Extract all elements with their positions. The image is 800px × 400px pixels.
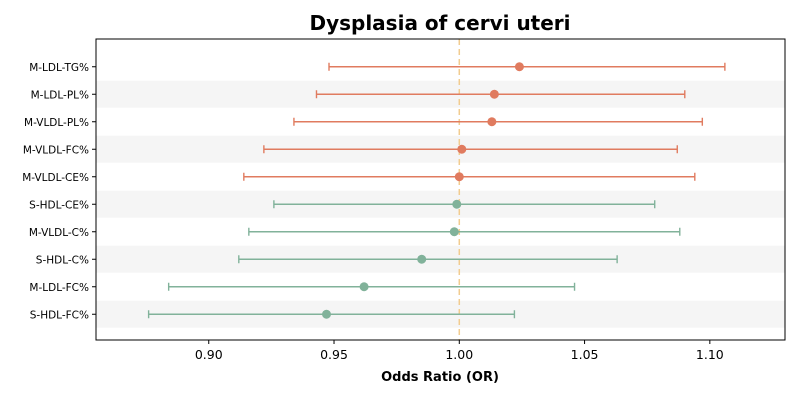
or-point: [514, 62, 524, 72]
y-tick-label: S-HDL-C%: [36, 254, 89, 266]
error-bars: [147, 62, 726, 319]
y-tick-label: M-VLDL-PL%: [24, 117, 89, 129]
y-tick-label: S-HDL-FC%: [30, 309, 89, 321]
x-axis-label: Odds Ratio (OR): [381, 370, 499, 385]
x-tick-label: 0.95: [320, 347, 348, 362]
x-axis: 0.90 0.95 1.00 1.05 1.10: [195, 340, 724, 362]
or-point: [449, 227, 459, 237]
y-axis: M-LDL-TG% M-LDL-PL% M-VLDL-PL% M-VLDL-FC% M-…: [22, 62, 96, 321]
y-tick-label: M-VLDL-CE%: [22, 172, 89, 184]
or-point: [452, 199, 462, 209]
or-point: [457, 144, 467, 154]
y-tick-label: M-LDL-FC%: [29, 282, 89, 294]
or-point: [487, 117, 497, 127]
or-point: [359, 282, 369, 292]
y-tick-label: M-VLDL-C%: [29, 227, 89, 239]
x-tick-label: 1.00: [445, 347, 473, 362]
x-tick-label: 1.10: [696, 347, 724, 362]
chart-title: Dysplasia of cervi uteri: [309, 11, 570, 35]
or-point: [417, 254, 427, 264]
y-tick-label: M-LDL-TG%: [29, 62, 89, 74]
point-estimates: [322, 62, 524, 319]
y-tick-label: S-HDL-CE%: [29, 199, 89, 211]
or-point: [454, 172, 464, 182]
plot-frame: [95, 38, 786, 341]
x-tick-label: 0.90: [195, 347, 223, 362]
or-point: [489, 89, 499, 99]
y-tick-label: M-VLDL-FC%: [23, 144, 89, 156]
y-tick-label: M-LDL-PL%: [31, 89, 89, 101]
x-tick-label: 1.05: [571, 347, 599, 362]
or-point: [322, 309, 332, 319]
